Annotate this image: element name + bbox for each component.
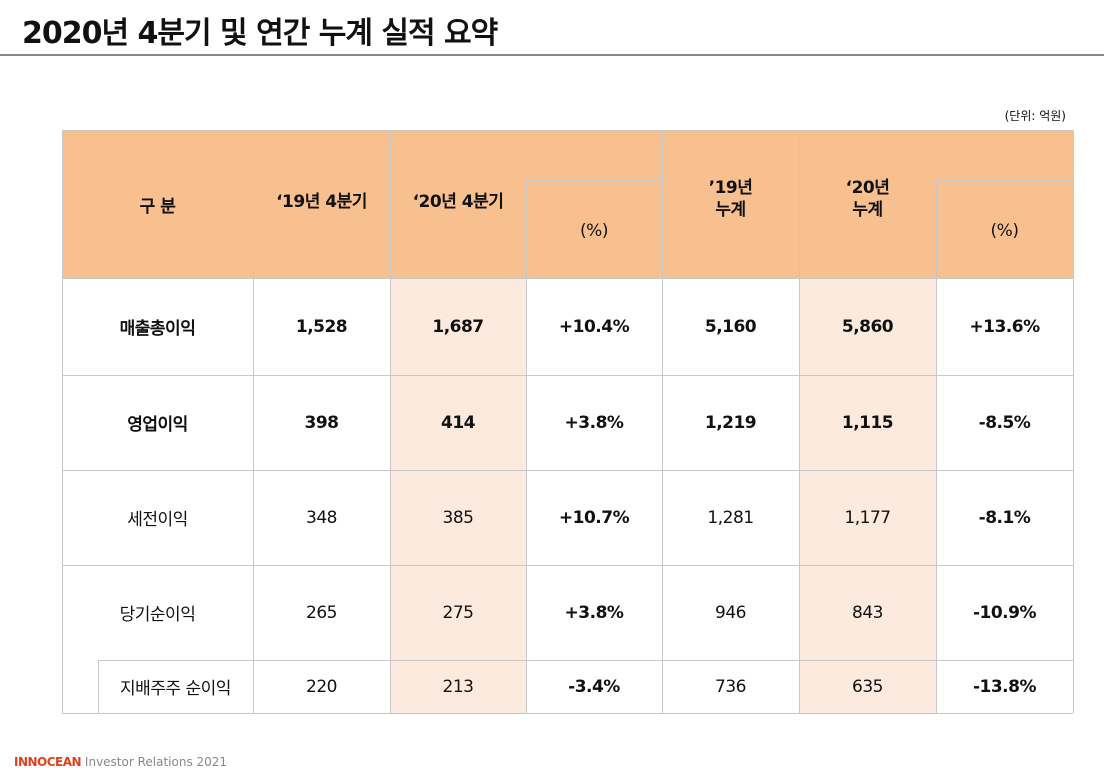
- value-cell: 1,687: [390, 278, 526, 375]
- header-text: ‘20년 4분기: [412, 191, 504, 212]
- header-text: (%): [580, 221, 608, 241]
- value-cell: -13.8%: [972, 676, 1037, 697]
- header-cell: ‘20년 누계: [799, 130, 936, 278]
- footer-text: Investor Relations 2021: [84, 755, 228, 769]
- grid-line: [1073, 130, 1074, 713]
- grid-line: [98, 660, 99, 713]
- header-text: 구 분: [139, 196, 176, 217]
- title-rule: [0, 54, 1104, 56]
- value-cell: 348: [306, 507, 337, 528]
- brand: INNOCEAN: [14, 755, 82, 769]
- value-cell: +13.6%: [969, 316, 1040, 337]
- grid-line: [390, 130, 391, 713]
- header-cell: (%): [526, 180, 662, 278]
- grid-line: [526, 180, 527, 713]
- grid-line: [62, 470, 1073, 471]
- grid-line: [62, 278, 1073, 279]
- row-label: 매출총이익: [119, 319, 196, 339]
- value-cell: 1,219: [704, 412, 757, 433]
- row-label: 지배주주 순이익: [120, 679, 231, 699]
- value-cell: 414: [390, 375, 526, 470]
- value-cell: -3.4%: [568, 676, 620, 697]
- value-cell: 275: [390, 565, 526, 660]
- header-text: 누계: [852, 200, 883, 220]
- header-text: 누계: [715, 200, 746, 220]
- value-cell: 736: [715, 676, 746, 697]
- grid-line: [62, 130, 63, 713]
- title: 2020년 4분기 및 연간 누계 실적 요약: [22, 16, 498, 51]
- grid-line: [526, 180, 662, 181]
- value-cell: -10.9%: [972, 602, 1037, 623]
- value-cell: -8.5%: [978, 412, 1031, 433]
- value-cell: 398: [304, 412, 340, 433]
- grid-line: [662, 130, 663, 713]
- grid-line: [62, 130, 1073, 131]
- grid-line: [62, 375, 1073, 376]
- value-cell: +3.8%: [564, 412, 624, 433]
- header-cell: (%): [936, 180, 1073, 278]
- value-cell: 1,177: [799, 470, 936, 565]
- grid-line: [936, 180, 1073, 181]
- grid-line: [62, 565, 1073, 566]
- value-cell: 635: [799, 660, 936, 713]
- value-cell: +3.8%: [564, 602, 624, 623]
- value-cell: 213: [390, 660, 526, 713]
- header-text: (%): [990, 221, 1019, 241]
- value-cell: 5,160: [704, 316, 757, 337]
- grid-line: [253, 130, 254, 713]
- row-label: 당기순이익: [119, 605, 196, 625]
- value-cell: 1,281: [707, 507, 754, 528]
- grid-line: [62, 713, 1073, 714]
- value-cell: 843: [799, 565, 936, 660]
- value-cell: 265: [306, 602, 337, 623]
- value-cell: 5,860: [799, 278, 936, 375]
- header-text: ’19년: [708, 178, 753, 198]
- value-cell: 220: [306, 676, 337, 697]
- value-cell: 1,528: [295, 316, 348, 337]
- unit: (단위: 억원): [1004, 109, 1066, 123]
- value-cell: -8.1%: [978, 507, 1031, 528]
- grid-line: [98, 660, 1073, 661]
- value-cell: 1,115: [799, 375, 936, 470]
- grid-line: [936, 180, 937, 713]
- value-cell: +10.7%: [558, 507, 630, 528]
- row-label: 세전이익: [127, 510, 188, 530]
- value-cell: 946: [715, 602, 746, 623]
- grid-line: [799, 130, 800, 713]
- header-cell: ’19년 누계: [662, 130, 799, 278]
- header-text: ‘19년 4분기: [276, 191, 367, 212]
- value-cell: +10.4%: [558, 316, 630, 337]
- header-cell: ‘19년 4분기: [253, 130, 390, 278]
- header-text: ‘20년: [845, 178, 890, 198]
- footer: INNOCEAN Investor Relations 2021: [14, 755, 227, 769]
- row-label: 영업이익: [127, 415, 188, 435]
- header-cell: ‘20년 4분기: [390, 130, 526, 278]
- header-cell: 구 분: [62, 130, 253, 278]
- value-cell: 385: [390, 470, 526, 565]
